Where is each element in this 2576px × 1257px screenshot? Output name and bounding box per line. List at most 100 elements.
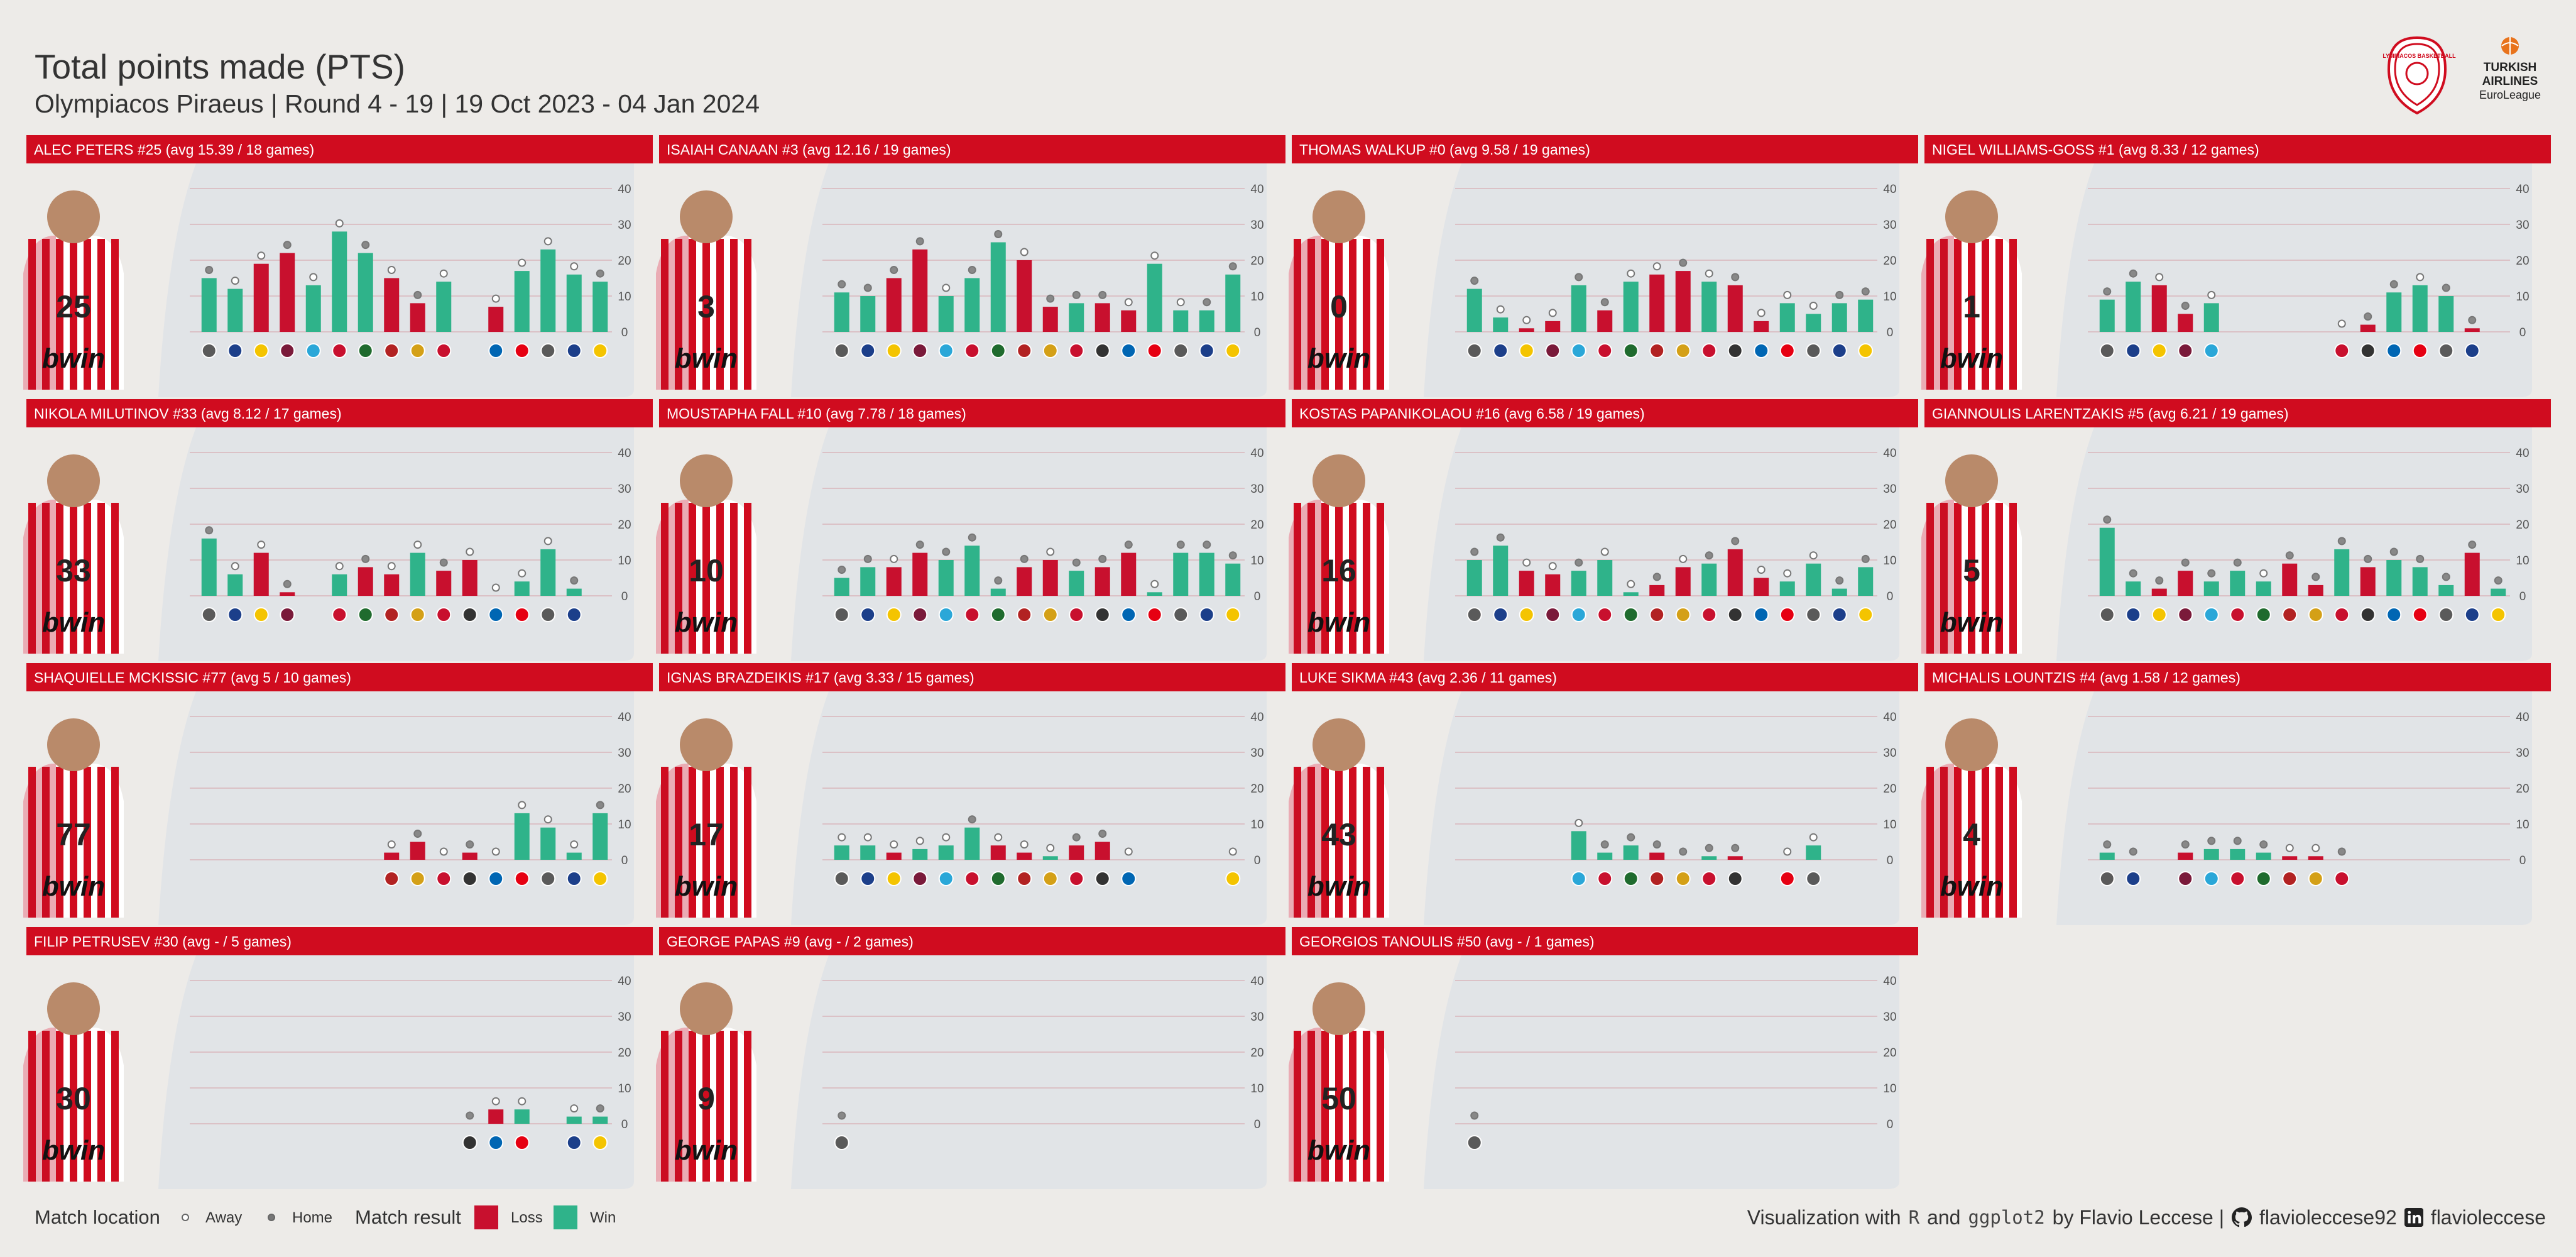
sponsor-logo: bwin bbox=[1307, 343, 1370, 374]
loss-swatch bbox=[474, 1205, 498, 1229]
caption-github[interactable]: flavioleccese92 bbox=[2259, 1205, 2397, 1229]
win-swatch bbox=[554, 1205, 577, 1229]
jersey-stripe bbox=[1926, 239, 1934, 390]
bar bbox=[384, 852, 400, 860]
away-marker bbox=[543, 537, 552, 546]
home-marker bbox=[2337, 847, 2346, 856]
github-icon bbox=[2232, 1207, 2252, 1227]
y-tick-label: 30 bbox=[1883, 219, 1896, 232]
opponent-logo bbox=[1017, 871, 1032, 886]
away-marker bbox=[439, 847, 448, 856]
jersey-stripe bbox=[689, 767, 696, 918]
opponent-logo bbox=[1147, 607, 1162, 622]
jersey-stripe bbox=[730, 239, 738, 390]
opponent-logo bbox=[384, 343, 400, 358]
opponent-logo bbox=[1199, 607, 1214, 622]
opponent-logo bbox=[990, 607, 1006, 622]
player-avatar: 0 bwin bbox=[1289, 190, 1389, 390]
jersey-number: 9 bbox=[697, 1081, 715, 1116]
jersey-number: 3 bbox=[697, 289, 715, 324]
player-panel: ISAIAH CANAAN #3 (avg 12.16 / 19 games) 0… bbox=[656, 135, 1285, 397]
home-marker bbox=[2103, 287, 2112, 296]
sponsor-logo: bwin bbox=[42, 343, 105, 374]
jersey-stripe bbox=[744, 1031, 751, 1182]
player-avatar: 30 bwin bbox=[23, 982, 124, 1182]
jersey-stripe bbox=[702, 239, 710, 390]
logos: OLYMPIACOS BASKETBALL TURKISH AIRLINES E… bbox=[2382, 36, 2541, 115]
bar bbox=[834, 292, 849, 332]
home-marker bbox=[2103, 840, 2112, 849]
bar bbox=[886, 852, 902, 860]
opponent-logo bbox=[1571, 343, 1586, 358]
bar bbox=[2308, 585, 2323, 596]
opponent-logo bbox=[912, 607, 928, 622]
home-marker bbox=[1203, 541, 1211, 549]
opponent-logo bbox=[2282, 871, 2298, 886]
opponent-logo bbox=[2126, 343, 2141, 358]
bar bbox=[1147, 263, 1162, 332]
plot-area bbox=[791, 955, 1267, 1189]
away-marker bbox=[994, 833, 1003, 842]
opponent-logo bbox=[2256, 871, 2271, 886]
jersey-stripe bbox=[1321, 767, 1329, 918]
bar bbox=[1701, 563, 1717, 596]
bar bbox=[2230, 571, 2246, 596]
home-marker bbox=[1098, 290, 1107, 299]
caption-linkedin[interactable]: flavioleccese bbox=[2430, 1205, 2546, 1229]
away-marker bbox=[1809, 833, 1818, 842]
opponent-logo bbox=[1623, 607, 1639, 622]
away-marker bbox=[838, 833, 846, 842]
player-avatar: 10 bwin bbox=[656, 454, 756, 654]
y-tick-label: 30 bbox=[618, 747, 631, 760]
bar bbox=[860, 845, 876, 860]
opponent-logo bbox=[1649, 871, 1665, 886]
legend-loss: Loss bbox=[511, 1209, 543, 1226]
jersey-stripe bbox=[1335, 767, 1343, 918]
bar bbox=[2464, 328, 2480, 332]
player-head bbox=[680, 190, 733, 243]
home-marker bbox=[1627, 833, 1635, 842]
away-marker bbox=[1020, 840, 1029, 849]
opponent-logo bbox=[964, 871, 980, 886]
bar bbox=[410, 552, 425, 596]
bar bbox=[1017, 260, 1032, 332]
jersey-stripe bbox=[97, 239, 105, 390]
y-tick-label: 0 bbox=[1254, 854, 1261, 867]
plot-area bbox=[158, 691, 634, 925]
home-marker bbox=[1020, 554, 1029, 563]
opponent-logo bbox=[332, 607, 347, 622]
opponent-logo bbox=[938, 871, 954, 886]
home-marker bbox=[205, 266, 214, 274]
opponent-logo bbox=[938, 607, 954, 622]
opponent-logo bbox=[1649, 607, 1665, 622]
panel-header bbox=[659, 135, 1285, 163]
jersey-stripe bbox=[1321, 239, 1329, 390]
bar bbox=[860, 296, 876, 332]
jersey-shade bbox=[23, 500, 56, 654]
away-marker bbox=[466, 547, 474, 556]
player-avatar: 16 bwin bbox=[1289, 454, 1389, 654]
jersey-number: 25 bbox=[56, 289, 91, 324]
jersey-number: 50 bbox=[1321, 1081, 1356, 1116]
opponent-logo bbox=[1623, 343, 1639, 358]
jersey-stripe bbox=[1940, 239, 1948, 390]
player-panel: GEORGIOS TANOULIS #50 (avg - / 1 games) 0… bbox=[1289, 927, 1918, 1189]
bar bbox=[1069, 303, 1084, 332]
opponent-logo bbox=[1017, 343, 1032, 358]
panel-title: FILIP PETRUSEV #30 (avg - / 5 games) bbox=[34, 933, 292, 950]
home-marker bbox=[1835, 290, 1844, 299]
away-marker bbox=[1600, 547, 1609, 556]
bar bbox=[410, 303, 425, 332]
y-tick-label: 20 bbox=[1250, 255, 1263, 268]
bar bbox=[1779, 303, 1795, 332]
home-marker bbox=[2468, 541, 2477, 549]
home-marker bbox=[2389, 280, 2398, 288]
home-marker bbox=[1600, 840, 1609, 849]
bar bbox=[2203, 581, 2219, 596]
jersey-stripe bbox=[28, 1031, 36, 1182]
y-tick-label: 20 bbox=[618, 255, 631, 268]
opponent-logo bbox=[462, 1135, 478, 1150]
opponent-logo bbox=[436, 343, 452, 358]
away-marker bbox=[1652, 262, 1661, 271]
away-marker bbox=[863, 833, 872, 842]
